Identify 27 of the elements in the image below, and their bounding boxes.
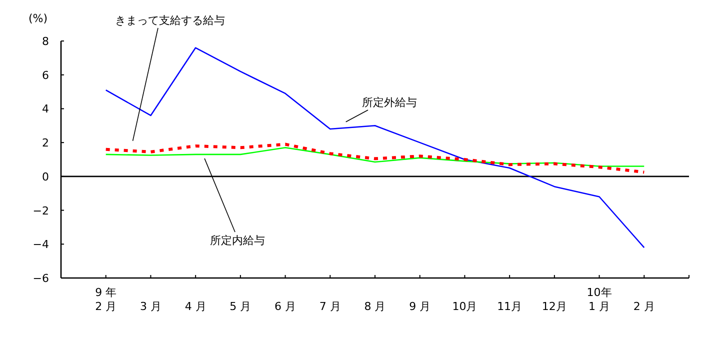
xtick: 5 月 <box>230 300 252 313</box>
series-label: きまって支給する給与 <box>115 14 225 27</box>
line-series <box>104 142 646 174</box>
xtick: 7 月 <box>319 300 341 313</box>
xtick: 10月 <box>452 300 478 313</box>
ytick: 8 <box>42 35 49 48</box>
ytick: −4 <box>32 238 49 252</box>
xtick: 11月 <box>497 300 522 313</box>
xtick: 9 年 2 月 <box>95 286 117 313</box>
ytick: 0 <box>42 170 49 184</box>
xtick: 10年 1 月 <box>586 286 612 313</box>
xtick: 4 月 <box>184 300 206 313</box>
ytick: −6 <box>32 272 49 285</box>
ytick: 6 <box>42 68 49 82</box>
xtick: 12月 <box>542 300 567 313</box>
xtick: 9 月 <box>409 300 431 313</box>
ytick: −2 <box>32 204 49 218</box>
ytick: 4 <box>42 102 49 116</box>
xtick: 3 月 <box>140 300 162 313</box>
series-label: 所定外給与 <box>362 96 417 109</box>
series-label: 所定内給与 <box>210 234 265 247</box>
xtick: 8 月 <box>364 300 386 313</box>
ytick: 2 <box>42 136 49 150</box>
xtick: 6 月 <box>274 300 296 313</box>
line-series <box>105 147 645 167</box>
ylabel: (%) <box>28 12 48 25</box>
xtick: 2 月 <box>633 300 655 313</box>
